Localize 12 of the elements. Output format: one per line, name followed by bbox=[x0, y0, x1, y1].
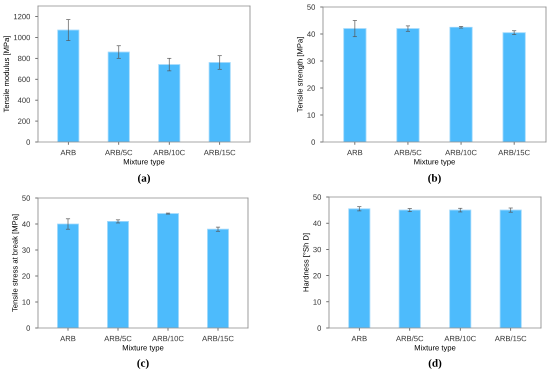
bar bbox=[207, 228, 229, 328]
bar bbox=[158, 64, 180, 142]
text: (d) bbox=[428, 358, 442, 370]
bar bbox=[57, 224, 79, 328]
text: (a) bbox=[138, 174, 150, 184]
bar bbox=[208, 62, 231, 142]
bar bbox=[107, 220, 129, 328]
bar bbox=[157, 213, 179, 328]
text: (b) bbox=[428, 174, 441, 184]
text: (c) bbox=[137, 358, 149, 370]
bar bbox=[57, 30, 80, 142]
bar bbox=[108, 52, 130, 142]
